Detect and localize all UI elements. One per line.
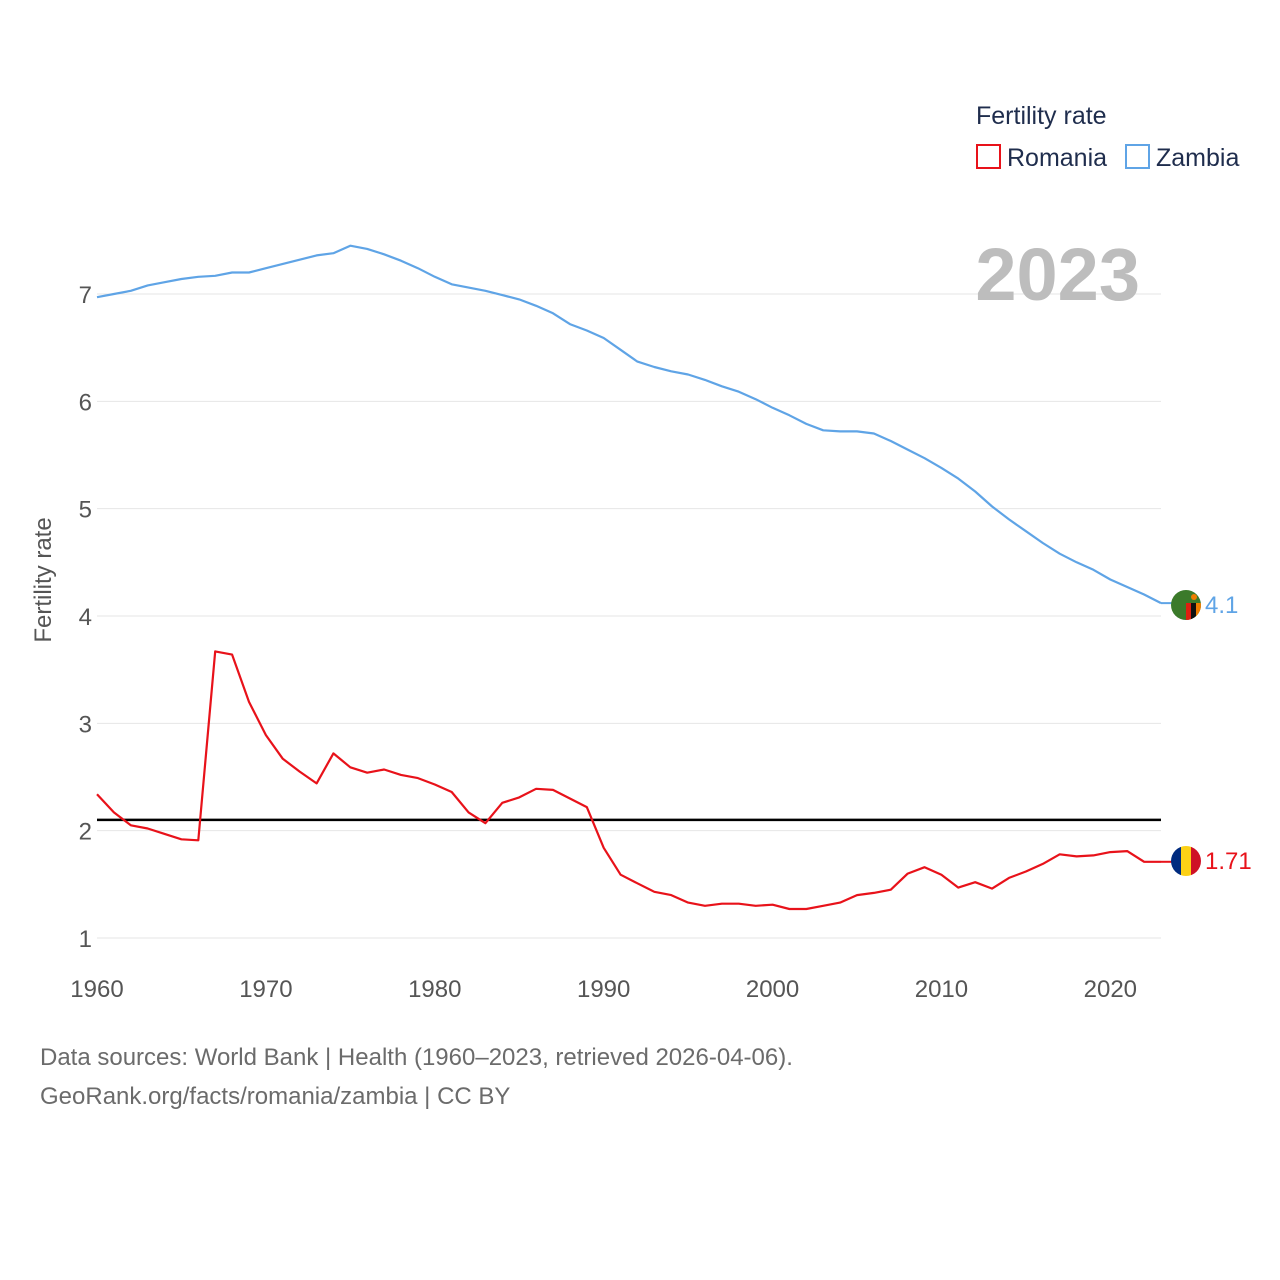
- series-lines: [96, 244, 1172, 911]
- y-axis-ticks: 1 2 3 4 5 6 7: [79, 282, 92, 953]
- x-tick-2020: 2020: [1084, 976, 1137, 1003]
- x-tick-1970: 1970: [239, 976, 292, 1003]
- romania-flag-icon: [1171, 846, 1201, 876]
- x-axis-ticks: 1960 1970 1980 1990 2000 2010 2020: [70, 976, 1137, 1003]
- zambia-end-value: 4.1: [1205, 592, 1238, 619]
- series-line-romania: [96, 650, 1161, 911]
- y-tick-2: 2: [79, 819, 92, 846]
- zambia-flag-icon: [1171, 590, 1201, 620]
- legend-label-romania: Romania: [1007, 144, 1107, 172]
- romania-end-value: 1.71: [1205, 848, 1252, 875]
- fertility-chart: 1 2 3 4 5 6 7 1960 1970 1980 1990 2000 2010 2020 Fer…: [30, 102, 1252, 1003]
- romania-end-marker: 1.71: [1171, 846, 1252, 876]
- y-tick-1: 1: [79, 926, 92, 953]
- y-tick-4: 4: [79, 604, 92, 631]
- legend: Fertility rate Romania Zambia: [976, 102, 1239, 172]
- y-tick-3: 3: [79, 711, 92, 738]
- y-tick-5: 5: [79, 497, 92, 524]
- y-axis-title: Fertility rate: [30, 517, 57, 642]
- x-tick-2010: 2010: [915, 976, 968, 1003]
- series-line-zambia: [96, 244, 1162, 605]
- y-tick-7: 7: [79, 282, 92, 309]
- footer-sources: Data sources: World Bank | Health (1960–…: [40, 1044, 793, 1071]
- grid-lines: [97, 293, 1161, 939]
- y-tick-6: 6: [79, 389, 92, 416]
- x-tick-1990: 1990: [577, 976, 630, 1003]
- year-label: 2023: [975, 233, 1140, 316]
- footer-attribution: GeoRank.org/facts/romania/zambia | CC BY: [40, 1083, 511, 1110]
- zambia-end-marker: 4.1: [1171, 590, 1238, 620]
- x-tick-2000: 2000: [746, 976, 799, 1003]
- legend-swatch-zambia: [1125, 144, 1150, 169]
- x-tick-1960: 1960: [70, 976, 123, 1003]
- x-tick-1980: 1980: [408, 976, 461, 1003]
- legend-title: Fertility rate: [976, 102, 1107, 130]
- legend-label-zambia: Zambia: [1156, 144, 1239, 172]
- legend-swatch-romania: [976, 144, 1001, 169]
